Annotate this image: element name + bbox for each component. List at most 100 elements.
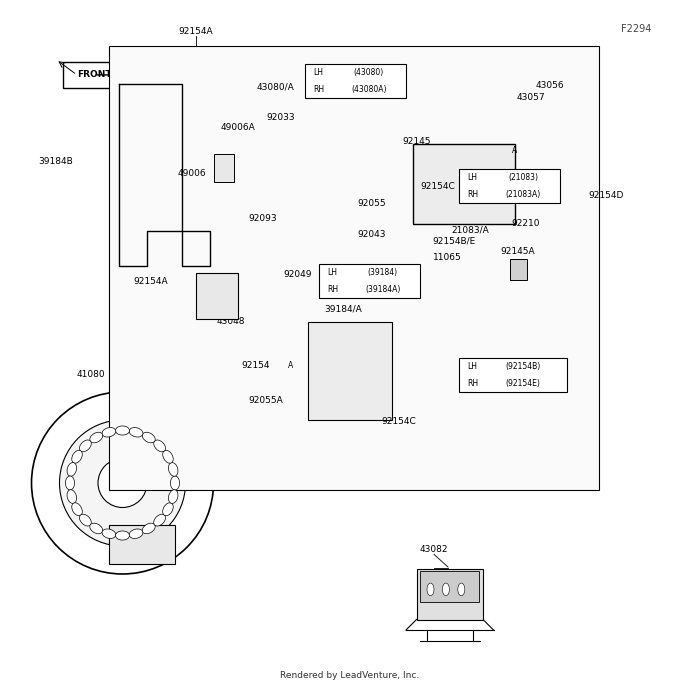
Text: (39184A): (39184A) — [365, 285, 400, 293]
Circle shape — [260, 273, 279, 293]
Ellipse shape — [130, 529, 143, 538]
Ellipse shape — [427, 583, 434, 596]
Ellipse shape — [72, 450, 83, 463]
Text: (92154B): (92154B) — [505, 363, 540, 371]
Circle shape — [335, 396, 365, 427]
Text: 92154B/E: 92154B/E — [433, 237, 476, 246]
Text: 92210: 92210 — [511, 220, 540, 228]
Text: RH: RH — [467, 379, 478, 388]
Text: RH: RH — [467, 190, 478, 199]
Ellipse shape — [67, 490, 76, 503]
FancyBboxPatch shape — [108, 46, 598, 490]
Circle shape — [98, 458, 147, 507]
FancyBboxPatch shape — [196, 273, 238, 318]
FancyBboxPatch shape — [458, 169, 560, 203]
Text: 92055A: 92055A — [248, 396, 284, 405]
Ellipse shape — [171, 476, 179, 490]
Text: 43056: 43056 — [536, 81, 564, 90]
Ellipse shape — [66, 476, 75, 490]
Ellipse shape — [90, 433, 103, 443]
Ellipse shape — [142, 433, 155, 443]
FancyBboxPatch shape — [318, 264, 420, 298]
Ellipse shape — [154, 440, 165, 452]
Text: 92154: 92154 — [241, 361, 270, 370]
Text: 92043: 92043 — [378, 283, 407, 291]
FancyBboxPatch shape — [63, 62, 126, 88]
Ellipse shape — [116, 531, 130, 540]
Text: 92154C: 92154C — [420, 182, 455, 190]
Text: (43080): (43080) — [354, 69, 384, 77]
Ellipse shape — [142, 523, 155, 533]
Circle shape — [122, 164, 136, 178]
Text: 92043: 92043 — [357, 230, 386, 239]
Text: 49006A: 49006A — [220, 123, 256, 132]
Ellipse shape — [442, 583, 449, 596]
Circle shape — [122, 224, 136, 238]
Circle shape — [60, 420, 186, 546]
Text: 92154D: 92154D — [588, 192, 624, 200]
Ellipse shape — [130, 428, 143, 437]
Text: 39184/A: 39184/A — [324, 305, 362, 314]
Ellipse shape — [196, 266, 238, 280]
Circle shape — [234, 218, 256, 241]
Circle shape — [346, 213, 350, 217]
Text: 43080/A: 43080/A — [256, 83, 294, 91]
Circle shape — [235, 129, 241, 134]
Text: (21083A): (21083A) — [505, 190, 540, 199]
Circle shape — [228, 212, 262, 247]
Text: LH: LH — [468, 363, 477, 371]
Ellipse shape — [162, 503, 173, 516]
Ellipse shape — [72, 503, 83, 516]
Circle shape — [343, 364, 357, 378]
Circle shape — [32, 392, 214, 574]
Circle shape — [231, 125, 245, 139]
Circle shape — [122, 102, 136, 116]
Text: (92154E): (92154E) — [505, 379, 540, 388]
Ellipse shape — [154, 514, 165, 526]
Text: LH: LH — [328, 268, 337, 277]
FancyBboxPatch shape — [510, 259, 527, 280]
Ellipse shape — [116, 426, 130, 435]
Circle shape — [162, 162, 174, 174]
Circle shape — [209, 286, 225, 302]
Text: 92055: 92055 — [357, 199, 386, 207]
Ellipse shape — [526, 100, 538, 107]
Circle shape — [147, 545, 161, 559]
Text: 92154A: 92154A — [133, 277, 168, 286]
Text: 41080: 41080 — [77, 370, 105, 379]
Text: 92093: 92093 — [248, 214, 277, 223]
Ellipse shape — [189, 130, 203, 139]
FancyBboxPatch shape — [416, 569, 483, 620]
Ellipse shape — [80, 514, 91, 526]
FancyBboxPatch shape — [308, 322, 392, 420]
Ellipse shape — [102, 529, 116, 538]
Ellipse shape — [80, 440, 91, 452]
Text: A: A — [288, 361, 293, 370]
Circle shape — [329, 350, 371, 392]
Text: (39184): (39184) — [368, 268, 398, 277]
Ellipse shape — [162, 450, 173, 463]
Ellipse shape — [169, 490, 178, 503]
Text: 43082: 43082 — [420, 545, 448, 554]
FancyBboxPatch shape — [458, 358, 567, 392]
FancyBboxPatch shape — [420, 571, 480, 602]
Text: 39184B: 39184B — [38, 157, 74, 165]
Ellipse shape — [67, 463, 76, 476]
Ellipse shape — [102, 428, 116, 437]
Text: 92049: 92049 — [284, 270, 312, 279]
Text: F2294: F2294 — [621, 25, 651, 34]
Text: 49006: 49006 — [178, 169, 206, 178]
Text: LEADVENTURE: LEADVENTURE — [226, 335, 474, 365]
Circle shape — [498, 159, 510, 170]
Circle shape — [505, 141, 524, 160]
FancyBboxPatch shape — [214, 154, 235, 182]
FancyBboxPatch shape — [413, 144, 514, 224]
Ellipse shape — [458, 583, 465, 596]
Text: 92154A: 92154A — [178, 27, 214, 36]
Text: 92145A: 92145A — [500, 248, 535, 256]
Circle shape — [418, 159, 429, 170]
Text: 43048: 43048 — [217, 318, 246, 326]
Circle shape — [535, 104, 543, 113]
Circle shape — [342, 209, 354, 221]
Circle shape — [122, 545, 136, 559]
